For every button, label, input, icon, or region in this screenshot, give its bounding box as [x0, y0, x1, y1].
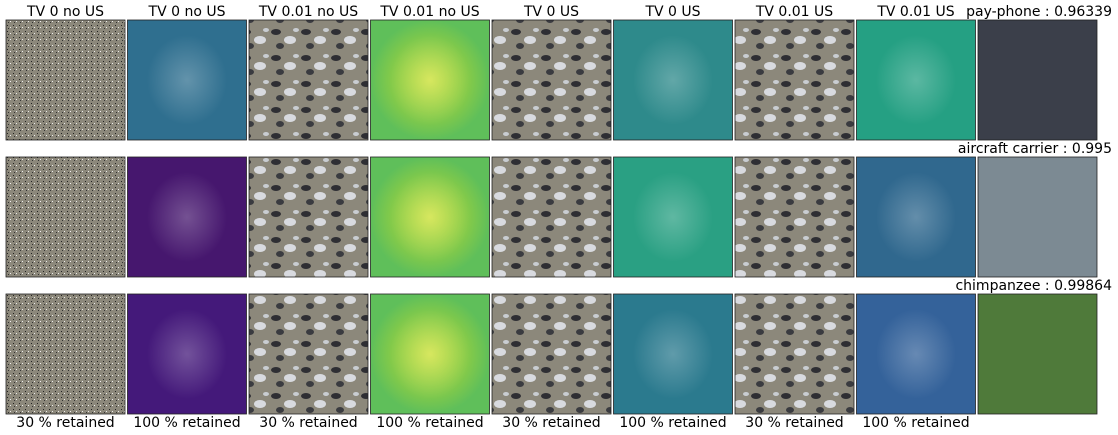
saliency-highlight	[876, 172, 956, 262]
column-title: TV 0 no US	[26, 4, 104, 20]
saliency-panel	[6, 294, 125, 414]
column-title: TV 0.01 no US	[379, 4, 479, 20]
saliency-highlight	[147, 172, 227, 262]
input-image	[978, 294, 1097, 414]
saliency-panel	[6, 157, 125, 277]
saliency-panel	[6, 20, 125, 140]
saliency-panel	[735, 20, 854, 140]
saliency-panel	[492, 20, 611, 140]
saliency-panel	[249, 20, 368, 140]
column-footer: 30 % retained	[259, 415, 357, 431]
row-label: chimpanzee : 0.99864	[955, 278, 1112, 294]
saliency-highlight	[147, 309, 227, 399]
saliency-highlight	[876, 35, 956, 125]
figure: pay-phone : 0.96339 aircraft carrier : 0.…	[0, 0, 1118, 431]
column-title: TV 0.01 no US	[258, 4, 358, 20]
column-title: TV 0 US	[644, 4, 700, 20]
saliency-highlight	[390, 309, 470, 399]
column-footer: 30 % retained	[502, 415, 600, 431]
column-footer: 100 % retained	[862, 415, 969, 431]
saliency-highlight	[390, 35, 470, 125]
column-footer: 30 % retained	[745, 415, 843, 431]
saliency-highlight	[633, 35, 713, 125]
saliency-highlight	[147, 35, 227, 125]
saliency-panel	[735, 157, 854, 277]
input-image	[978, 20, 1097, 140]
saliency-panel	[735, 294, 854, 414]
saliency-panel	[492, 157, 611, 277]
saliency-highlight	[390, 172, 470, 262]
saliency-highlight	[633, 172, 713, 262]
input-image	[978, 157, 1097, 277]
saliency-panel	[492, 294, 611, 414]
column-footer: 100 % retained	[619, 415, 726, 431]
saliency-panel	[249, 294, 368, 414]
column-title: TV 0 US	[523, 4, 579, 20]
saliency-panel	[249, 157, 368, 277]
column-title: TV 0.01 US	[876, 4, 954, 20]
saliency-highlight	[633, 309, 713, 399]
column-footer: 100 % retained	[133, 415, 240, 431]
column-footer: 100 % retained	[376, 415, 483, 431]
column-title: TV 0 no US	[148, 4, 226, 20]
row-label: pay-phone : 0.96339	[966, 4, 1112, 20]
column-title: TV 0.01 US	[755, 4, 833, 20]
column-footer: 30 % retained	[16, 415, 114, 431]
row-label: aircraft carrier : 0.995	[958, 141, 1112, 157]
saliency-highlight	[876, 309, 956, 399]
